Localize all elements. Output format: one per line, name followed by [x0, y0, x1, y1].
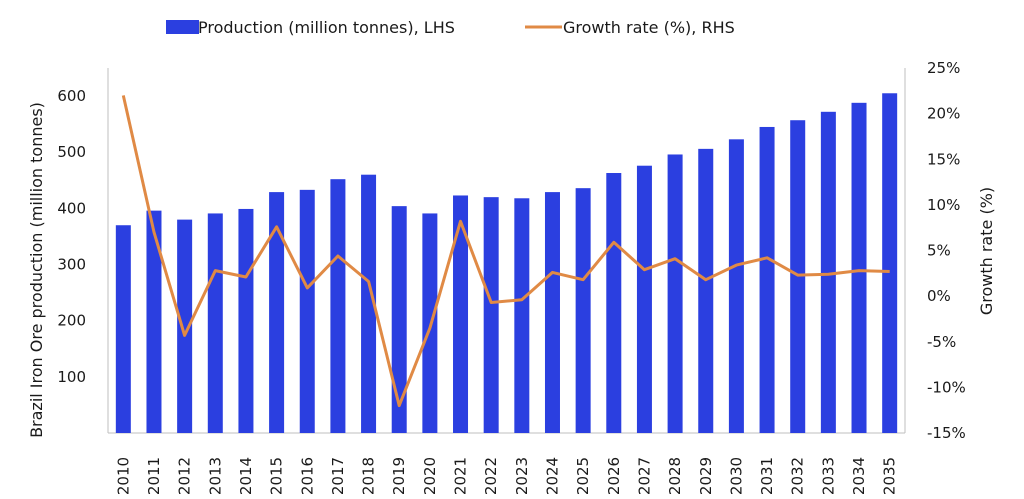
x-tick-label: 2035: [881, 457, 899, 495]
production-bar: [269, 192, 285, 433]
production-bar: [361, 174, 377, 433]
x-tick-label: 2015: [268, 457, 286, 495]
y2-tick-label: 25%: [927, 59, 960, 77]
production-bar: [453, 195, 469, 433]
production-bar: [759, 126, 775, 433]
x-tick-label: 2027: [635, 457, 653, 495]
production-bar: [146, 210, 162, 433]
production-bar: [177, 219, 193, 433]
y2-tick-label: 5%: [927, 242, 951, 260]
production-bar: [391, 206, 407, 433]
x-tick-label: 2021: [452, 457, 470, 495]
y2-tick-label: -10%: [927, 378, 966, 396]
x-tick-label: 2030: [727, 457, 745, 495]
x-tick-label: 2025: [574, 457, 592, 495]
production-bar: [882, 93, 898, 434]
x-tick-label: 2024: [543, 457, 561, 495]
x-tick-label: 2012: [176, 457, 194, 495]
x-tick-label: 2020: [421, 457, 439, 495]
production-bar: [330, 179, 346, 433]
y-tick-label: 100: [57, 368, 86, 386]
legend-line-label: Growth rate (%), RHS: [563, 18, 735, 37]
y-tick-label: 600: [57, 87, 86, 105]
production-bar: [575, 188, 591, 433]
production-bar: [238, 208, 254, 433]
x-tick-label: 2034: [850, 457, 868, 495]
production-bar: [207, 213, 223, 433]
y2-tick-label: 10%: [927, 196, 960, 214]
production-bar: [698, 148, 714, 433]
production-bar: [299, 189, 315, 433]
x-tick-label: 2023: [513, 457, 531, 495]
x-tick-label: 2019: [390, 457, 408, 495]
x-tick-label: 2010: [114, 457, 132, 495]
x-tick-label: 2031: [758, 457, 776, 495]
production-bar: [820, 111, 836, 434]
y2-tick-label: 20%: [927, 105, 960, 123]
y-tick-label: 300: [57, 256, 86, 274]
x-tick-label: 2017: [329, 457, 347, 495]
legend-bar-label: Production (million tonnes), LHS: [198, 18, 455, 37]
production-bar: [790, 120, 806, 433]
y-tick-label: 400: [57, 199, 86, 217]
growth-rate-line: [121, 95, 890, 408]
x-tick-label: 2014: [237, 457, 255, 495]
production-bar: [115, 225, 131, 433]
x-tick-label: 2022: [482, 457, 500, 495]
x-tick-label: 2032: [789, 457, 807, 495]
y2-tick-label: 15%: [927, 150, 960, 168]
x-tick-label: 2033: [819, 457, 837, 495]
x-tick-label: 2029: [697, 457, 715, 495]
production-bar: [544, 192, 560, 433]
production-bar: [606, 173, 622, 433]
legend-bar-swatch: [166, 20, 199, 34]
y-axis-title: Brazil Iron Ore production (million tonn…: [27, 102, 46, 438]
production-bar: [851, 102, 867, 434]
production-bar: [728, 139, 744, 434]
y2-tick-label: -5%: [927, 333, 956, 351]
x-tick-label: 2016: [298, 457, 316, 495]
x-tick-label: 2013: [206, 457, 224, 495]
y2-axis-title: Growth rate (%): [977, 187, 996, 315]
production-bar: [636, 165, 652, 433]
production-bar: [667, 154, 683, 433]
x-tick-label: 2011: [145, 457, 163, 495]
x-tick-label: 2018: [360, 457, 378, 495]
production-bar: [483, 197, 499, 433]
y2-tick-label: -15%: [927, 424, 966, 442]
y2-tick-label: 0%: [927, 287, 951, 305]
x-tick-label: 2028: [666, 457, 684, 495]
x-tick-label: 2026: [605, 457, 623, 495]
y-tick-label: 200: [57, 312, 86, 330]
y-tick-label: 500: [57, 143, 86, 161]
production-bar: [514, 198, 530, 433]
